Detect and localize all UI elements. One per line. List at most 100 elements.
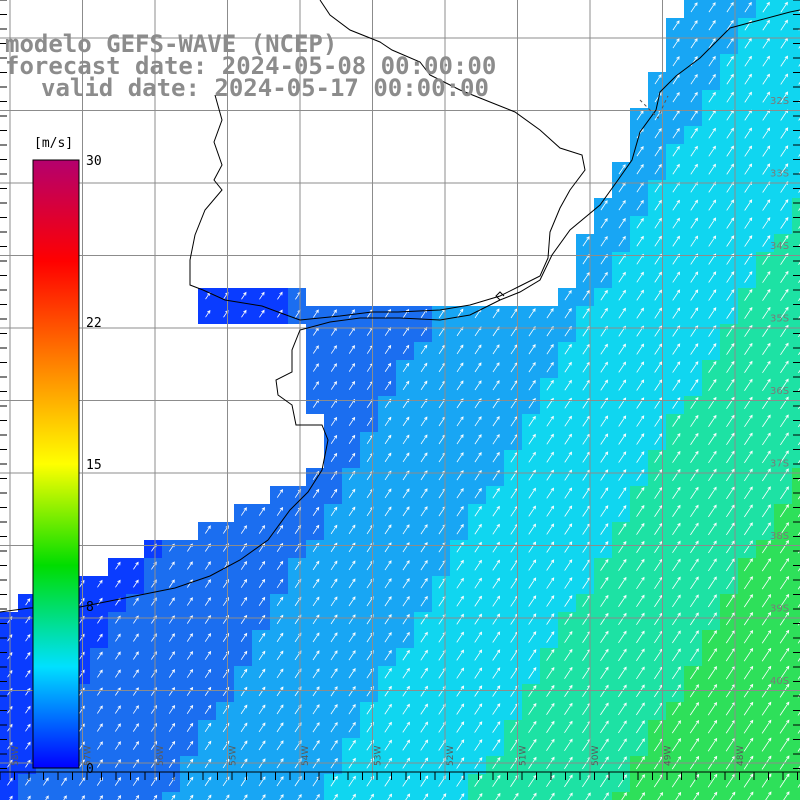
wind-arrow	[474, 685, 483, 697]
wind-speed-cell	[198, 792, 216, 805]
wind-arrow	[43, 777, 49, 786]
wind-arrow	[564, 343, 572, 355]
wind-arrow	[528, 649, 537, 661]
longitude-label: 52W	[446, 746, 456, 766]
wind-arrow	[330, 488, 338, 499]
wind-speed-cell	[792, 504, 800, 522]
wind-arrow	[654, 199, 662, 211]
wind-arrow	[707, 594, 717, 608]
wind-arrow	[402, 595, 410, 607]
wind-arrow	[780, 396, 789, 410]
wind-arrow	[169, 579, 175, 588]
wind-arrow	[114, 687, 121, 696]
wind-speed-cell	[324, 792, 342, 805]
wind-arrow	[690, 38, 698, 49]
lat-lon-grid	[0, 0, 800, 780]
wind-arrow	[528, 361, 536, 373]
wind-arrow	[600, 558, 609, 571]
wind-arrow	[564, 379, 572, 391]
wind-arrow	[690, 396, 699, 409]
wind-arrow	[672, 271, 681, 283]
wind-arrow	[258, 596, 266, 606]
wind-arrow	[582, 343, 590, 355]
wind-arrow	[618, 666, 627, 680]
wind-arrow	[780, 324, 789, 338]
wind-arrow	[384, 344, 392, 354]
wind-arrow	[689, 702, 699, 716]
wind-arrow	[600, 379, 608, 391]
wind-arrow	[708, 307, 717, 319]
wind-arrow	[618, 289, 626, 301]
wind-arrow	[330, 775, 338, 787]
wind-arrow	[348, 721, 356, 733]
wind-arrow	[420, 631, 428, 643]
wind-arrow	[546, 577, 555, 589]
wind-arrow	[690, 163, 698, 175]
wind-arrow	[492, 451, 500, 463]
wind-arrow	[96, 723, 103, 732]
wind-arrow	[348, 345, 355, 354]
wind-arrow	[600, 433, 609, 445]
wind-speed-cell	[684, 792, 702, 805]
wind-arrow	[726, 127, 734, 139]
wind-arrow	[780, 432, 789, 446]
wind-speed-cell	[216, 792, 234, 805]
wind-arrow	[204, 632, 212, 642]
wind-arrow	[330, 650, 338, 661]
wind-arrow	[492, 649, 501, 661]
wind-arrow	[97, 597, 103, 606]
wind-arrow	[762, 19, 770, 31]
wind-arrow	[564, 505, 573, 517]
wind-arrow	[132, 669, 139, 678]
wind-arrow	[456, 631, 464, 643]
wind-arrow	[330, 668, 338, 679]
wind-arrow	[744, 289, 753, 301]
wind-arrow	[726, 307, 735, 319]
wind-arrow	[564, 487, 573, 499]
wind-arrow	[546, 631, 555, 643]
wind-arrow	[582, 289, 590, 301]
wind-arrow	[708, 414, 717, 427]
wind-arrow	[258, 560, 266, 570]
wind-arrow	[725, 594, 735, 608]
latitude-label: 33S	[770, 169, 789, 180]
wind-arrow	[528, 595, 537, 607]
wind-arrow	[780, 55, 788, 67]
wind-speed-cell	[792, 270, 800, 288]
wind-arrow	[474, 613, 482, 625]
wind-arrow	[132, 758, 140, 768]
wind-arrow	[312, 596, 320, 607]
wind-arrow	[690, 20, 698, 31]
wind-arrow	[672, 163, 680, 175]
wind-arrow	[707, 701, 718, 716]
wind-arrow	[618, 379, 627, 391]
wind-speed-cell	[270, 792, 288, 805]
wind-arrow	[25, 705, 31, 714]
wind-arrow	[204, 758, 212, 769]
wind-arrow	[761, 540, 771, 554]
wind-speed-cell	[792, 522, 800, 540]
wind-arrow	[384, 380, 392, 391]
wind-arrow	[402, 362, 410, 373]
wind-arrow	[636, 146, 644, 157]
wind-speed-cell	[720, 792, 738, 805]
wind-arrow	[780, 199, 789, 211]
wind-arrow	[671, 702, 681, 716]
wind-arrow	[528, 738, 537, 751]
wind-arrow	[276, 650, 284, 661]
wind-arrow	[474, 721, 483, 733]
wind-arrow	[726, 1, 734, 13]
wind-arrow	[690, 432, 699, 445]
wind-arrow	[186, 704, 194, 714]
wind-arrow	[402, 344, 410, 355]
wind-arrow	[690, 379, 699, 391]
wind-arrow	[762, 73, 770, 85]
wind-arrow	[420, 775, 429, 787]
wind-arrow	[528, 702, 537, 715]
wind-arrow	[474, 434, 482, 445]
wind-arrow	[313, 309, 319, 318]
wind-speed-cell	[792, 774, 800, 792]
wind-arrow	[744, 73, 752, 85]
wind-speed-cell	[792, 72, 800, 90]
wind-speed-cell	[18, 792, 36, 805]
